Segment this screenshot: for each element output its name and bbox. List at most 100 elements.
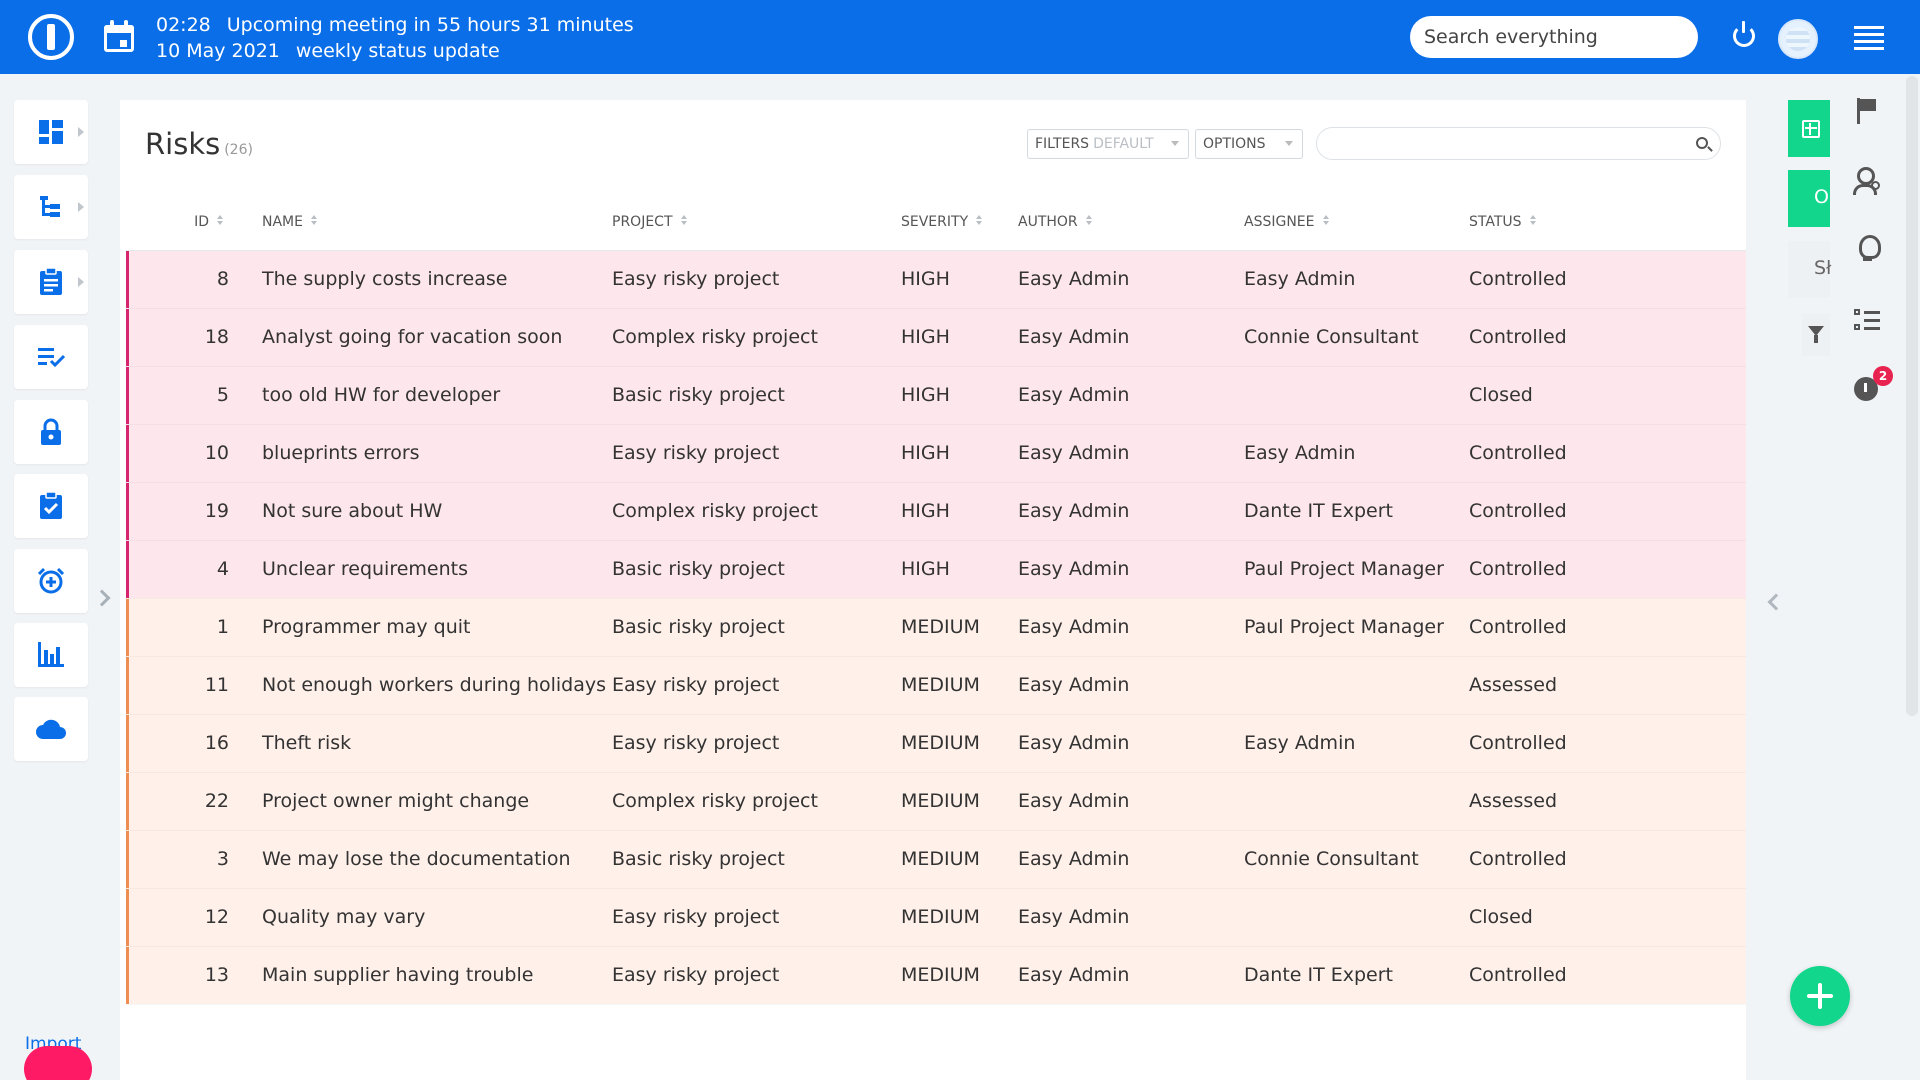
user-avatar[interactable] xyxy=(1778,19,1818,59)
cell-id[interactable]: 8 xyxy=(126,250,262,308)
cell-project[interactable]: Basic risky project xyxy=(612,598,901,656)
app-logo-icon[interactable] xyxy=(28,14,74,60)
options-button[interactable]: OPTIONS xyxy=(1195,129,1303,159)
table-row[interactable]: 12 Quality may vary Easy risky project MEDI… xyxy=(126,888,1746,946)
column-header-assignee[interactable]: ASSIGNEE xyxy=(1244,195,1469,251)
cell-id[interactable]: 19 xyxy=(126,482,262,540)
table-row[interactable]: 16 Theft risk Easy risky project MEDIUM Easy… xyxy=(126,714,1746,772)
column-header-status[interactable]: STATUS xyxy=(1469,195,1746,251)
expand-sidebar-icon[interactable] xyxy=(93,589,111,607)
sidebar-item-tasks[interactable] xyxy=(14,250,88,314)
add-floating-button[interactable] xyxy=(1790,966,1850,1026)
table-row[interactable]: 3 We may lose the documentation Basic risk… xyxy=(126,830,1746,888)
cell-project[interactable]: Basic risky project xyxy=(612,366,901,424)
column-header-project[interactable]: PROJECT xyxy=(612,195,901,251)
cell-id[interactable]: 18 xyxy=(126,308,262,366)
cell-name[interactable]: Main supplier having trouble xyxy=(262,946,612,1004)
checklist-icon[interactable] xyxy=(1852,305,1882,335)
cell-status: Controlled xyxy=(1469,598,1746,656)
cell-id[interactable]: 22 xyxy=(126,772,262,830)
table-row[interactable]: 11 Not enough workers during holidays Easy… xyxy=(126,656,1746,714)
sidebar-item-cloud[interactable] xyxy=(14,697,88,761)
sort-icon xyxy=(1529,215,1538,226)
cell-name[interactable]: Project owner might change xyxy=(262,772,612,830)
cell-id[interactable]: 13 xyxy=(126,946,262,1004)
cell-name[interactable]: too old HW for developer xyxy=(262,366,612,424)
cell-name[interactable]: blueprints errors xyxy=(262,424,612,482)
cell-name[interactable]: Not sure about HW xyxy=(262,482,612,540)
column-header-id[interactable]: ID xyxy=(126,195,262,251)
cell-id[interactable]: 1 xyxy=(126,598,262,656)
table-row[interactable]: 19 Not sure about HW Complex risky project… xyxy=(126,482,1746,540)
cell-name[interactable]: Not enough workers during holidays xyxy=(262,656,612,714)
collapse-rail-icon[interactable] xyxy=(1767,593,1785,611)
cell-project[interactable]: Complex risky project xyxy=(612,308,901,366)
cell-name[interactable]: Quality may vary xyxy=(262,888,612,946)
import-action-button[interactable] xyxy=(24,1046,92,1080)
cell-project[interactable]: Easy risky project xyxy=(612,888,901,946)
column-header-name[interactable]: NAME xyxy=(262,195,612,251)
meeting-reminder[interactable]: 02:28 Upcoming meeting in 55 hours 31 min… xyxy=(156,14,634,36)
sidebar-item-dashboard[interactable] xyxy=(14,100,88,164)
cell-id[interactable]: 12 xyxy=(126,888,262,946)
cell-id[interactable]: 5 xyxy=(126,366,262,424)
cell-project[interactable]: Easy risky project xyxy=(612,946,901,1004)
cell-id[interactable]: 4 xyxy=(126,540,262,598)
table-row[interactable]: 8 The supply costs increase Easy risky pro… xyxy=(126,250,1746,308)
search-icon[interactable] xyxy=(1696,137,1708,149)
cell-id[interactable]: 10 xyxy=(126,424,262,482)
risk-search-input[interactable] xyxy=(1316,127,1721,160)
cell-name[interactable]: Unclear requirements xyxy=(262,540,612,598)
lightbulb-icon[interactable] xyxy=(1852,234,1882,264)
cell-name[interactable]: The supply costs increase xyxy=(262,250,612,308)
calendar-icon[interactable] xyxy=(104,20,134,52)
cell-name[interactable]: Programmer may quit xyxy=(262,598,612,656)
column-header-author[interactable]: AUTHOR xyxy=(1018,195,1244,251)
global-search-input[interactable]: Search everything xyxy=(1410,16,1698,58)
table-row[interactable]: 5 too old HW for developer Basic risky pro… xyxy=(126,366,1746,424)
rail-tab-gray-text: Sł xyxy=(1814,257,1832,279)
table-row[interactable]: 22 Project owner might change Complex risk… xyxy=(126,772,1746,830)
add-new-tab[interactable] xyxy=(1788,100,1830,157)
table-row[interactable]: 4 Unclear requirements Basic risky project… xyxy=(126,540,1746,598)
page-scrollbar[interactable] xyxy=(1906,76,1918,716)
cell-project[interactable]: Basic risky project xyxy=(612,540,901,598)
column-header-severity[interactable]: SEVERITY xyxy=(901,195,1018,251)
table-row[interactable]: 1 Programmer may quit Basic risky project M… xyxy=(126,598,1746,656)
sidebar-item-reports[interactable] xyxy=(14,623,88,687)
cell-project[interactable]: Basic risky project xyxy=(612,830,901,888)
sidebar-item-projects[interactable] xyxy=(14,175,88,239)
cell-project[interactable]: Easy risky project xyxy=(612,656,901,714)
cell-project[interactable]: Easy risky project xyxy=(612,424,901,482)
rail-tab-green[interactable]: O xyxy=(1788,170,1830,227)
cell-project[interactable]: Complex risky project xyxy=(612,772,901,830)
user-search-icon[interactable] xyxy=(1852,165,1882,195)
cell-project[interactable]: Complex risky project xyxy=(612,482,901,540)
table-row[interactable]: 18 Analyst going for vacation soon Complex… xyxy=(126,308,1746,366)
cell-author: Easy Admin xyxy=(1018,714,1244,772)
rail-tab-gray[interactable]: Sł xyxy=(1788,241,1832,298)
meeting-details[interactable]: 10 May 2021 weekly status update xyxy=(156,40,500,62)
filter-icon[interactable] xyxy=(1802,314,1830,356)
risks-table-body: 8 The supply costs increase Easy risky pro… xyxy=(126,250,1746,1004)
sidebar-item-checklist[interactable] xyxy=(14,325,88,389)
cell-id[interactable]: 16 xyxy=(126,714,262,772)
cell-project[interactable]: Easy risky project xyxy=(612,714,901,772)
cell-name[interactable]: Theft risk xyxy=(262,714,612,772)
sidebar-item-approvals[interactable] xyxy=(14,474,88,538)
cell-project[interactable]: Easy risky project xyxy=(612,250,901,308)
cell-name[interactable]: We may lose the documentation xyxy=(262,830,612,888)
sidebar-item-alarms[interactable] xyxy=(14,549,88,613)
cell-assignee xyxy=(1244,888,1469,946)
cell-id[interactable]: 3 xyxy=(126,830,262,888)
sort-icon xyxy=(976,215,984,226)
cell-id[interactable]: 11 xyxy=(126,656,262,714)
filters-button[interactable]: FILTERS DEFAULT xyxy=(1027,129,1189,159)
table-row[interactable]: 13 Main supplier having trouble Easy risky… xyxy=(126,946,1746,1004)
cell-name[interactable]: Analyst going for vacation soon xyxy=(262,308,612,366)
table-row[interactable]: 10 blueprints errors Easy risky project HIG… xyxy=(126,424,1746,482)
hamburger-menu-icon[interactable] xyxy=(1854,26,1884,50)
sidebar-item-security[interactable] xyxy=(14,400,88,464)
flag-icon[interactable] xyxy=(1852,96,1882,126)
power-icon[interactable] xyxy=(1733,21,1755,47)
